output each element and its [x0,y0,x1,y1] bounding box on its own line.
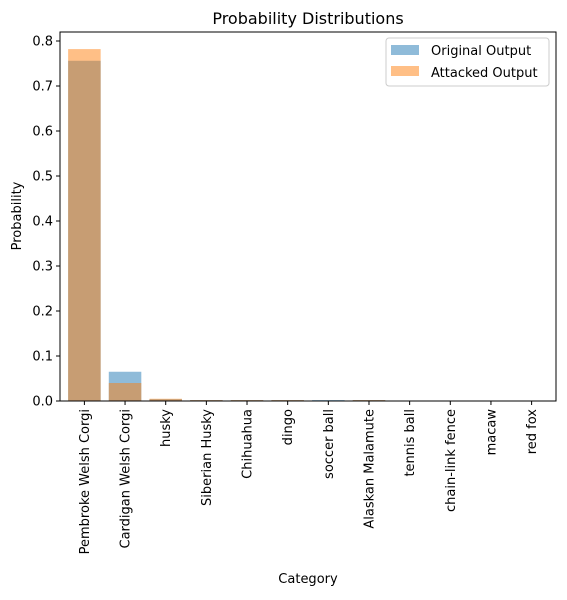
y-axis: 0.0 0.1 0.2 0.3 0.4 0.5 0.6 0.7 0.8 [32,35,60,410]
bar-attacked-1 [109,383,142,401]
x-tick-label: Pembroke Welsh Corgi [78,409,93,554]
legend: Original Output Attacked Output [386,38,549,86]
legend-label-original: Original Output [431,44,531,59]
x-tick-label: dingo [281,409,296,445]
chart-title: Probability Distributions [212,9,403,28]
x-tick-label: Chihuahua [241,409,256,479]
bar-attacked-0 [68,49,101,401]
legend-swatch-original [391,45,419,55]
x-axis-label: Category [278,572,338,587]
y-tick-label: 0.6 [32,125,53,140]
x-tick-label: Cardigan Welsh Corgi [119,409,134,548]
y-tick-label: 0.7 [32,80,53,95]
x-tick-label: red fox [525,409,540,455]
x-tick-label: chain-link fence [444,409,459,512]
x-tick-label: soccer ball [322,409,337,479]
plot-area-frame [60,32,556,401]
bars-layer [68,49,548,401]
x-tick-label: tennis ball [403,409,418,477]
x-tick-label: macaw [484,409,499,456]
x-axis: Pembroke Welsh Corgi Cardigan Welsh Corgi… [78,401,540,554]
legend-label-attacked: Attacked Output [431,66,538,81]
y-tick-label: 0.2 [32,305,53,320]
y-tick-label: 0.0 [32,395,53,410]
legend-swatch-attacked [391,66,419,76]
y-tick-label: 0.5 [32,170,53,185]
y-tick-label: 0.8 [32,35,53,50]
y-tick-label: 0.1 [32,350,53,365]
y-tick-label: 0.4 [32,215,53,230]
y-tick-label: 0.3 [32,260,53,275]
x-tick-label: husky [159,409,174,447]
y-axis-label: Probability [10,181,25,250]
x-tick-label: Alaskan Malamute [362,409,377,529]
x-tick-label: Siberian Husky [200,409,215,506]
